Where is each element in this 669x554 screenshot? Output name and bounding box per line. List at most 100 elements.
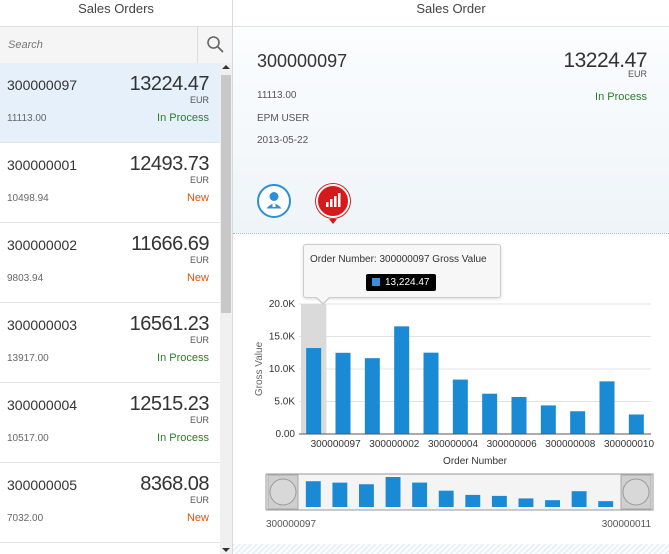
list-item[interactable]: 300000005 8368.08 EUR 7032.00 New [0, 463, 220, 543]
bar[interactable] [599, 381, 615, 434]
list-item-id: 300000003 [7, 317, 78, 333]
list-item-status: New [186, 512, 209, 524]
list-item-currency: EUR [189, 495, 209, 505]
search-input[interactable] [0, 27, 198, 63]
list-item[interactable]: 300000097 13224.47 EUR 11113.00 In Process [0, 63, 220, 143]
object-header: 300000097 13224.47 EUR In Process 11113.… [233, 27, 669, 234]
y-tick-label: 5.0K [274, 397, 295, 408]
net-amount: 11113.00 [257, 90, 297, 101]
order-amount: 13224.47 [563, 49, 647, 72]
range-selector [265, 473, 654, 511]
bar[interactable] [511, 396, 527, 434]
detail-pane: Sales Order 300000097 13224.47 EUR In Pr… [233, 0, 669, 554]
y-tick-label: 10.0K [269, 364, 295, 375]
bar[interactable] [306, 348, 322, 434]
list-scrollbar[interactable] [220, 63, 232, 554]
list-item-currency: EUR [189, 175, 209, 185]
mini-bar [598, 501, 614, 507]
list-item-status: In Process [157, 112, 209, 124]
bar-chart-icon [326, 193, 341, 207]
mini-bar [305, 481, 321, 507]
range-handle-knob [269, 478, 297, 506]
list-item-net: 10498.94 [7, 193, 49, 204]
mini-bar [359, 484, 374, 507]
bar[interactable] [482, 393, 498, 434]
master-pane: Sales Orders 30000009713224.47EUR11113.0… [0, 0, 233, 554]
list-item-amount: 16561.23 [129, 313, 210, 335]
list-item-currency: EUR [189, 255, 209, 265]
list-item[interactable]: 300000001 12493.73 EUR 10498.94 New [0, 143, 220, 223]
mini-bar [412, 482, 428, 507]
list-item-currency: EUR [189, 335, 209, 345]
list-item-id: 300000004 [7, 397, 78, 413]
scroll-down-icon[interactable] [222, 548, 230, 552]
bar[interactable] [570, 411, 586, 434]
mini-bar [491, 495, 507, 507]
mini-bar [332, 482, 348, 507]
mini-bar [545, 500, 560, 507]
list-item-id: 300000005 [7, 477, 78, 493]
tooltip-text: Order Number: 300000097 Gross Value [310, 254, 487, 265]
series-swatch [372, 278, 380, 286]
y-axis-title: Gross Value [254, 341, 265, 396]
mini-bar [571, 491, 587, 507]
customer-tab[interactable] [257, 184, 291, 218]
list-item-amount: 13224.47 [129, 73, 210, 95]
list-item-net: 7032.00 [7, 513, 44, 524]
list-item-amount: 12515.23 [129, 393, 210, 415]
mini-bar [438, 490, 454, 507]
list-item[interactable]: 300000003 16561.23 EUR 13917.00 In Process [0, 303, 220, 383]
scrollbar-thumb[interactable] [221, 75, 231, 313]
x-tick-label: 300000006 [487, 439, 537, 450]
x-tick-label: 300000097 [311, 439, 361, 450]
list-item-net: 13917.00 [7, 353, 49, 364]
sales-order-list: 300000097 13224.47 EUR 11113.00 In Process 30… [0, 63, 220, 554]
range-handle-knob [622, 478, 650, 506]
list-item-net: 9803.94 [7, 273, 44, 284]
detail-title: Sales Order [233, 0, 669, 27]
bar[interactable] [423, 352, 439, 434]
scroll-up-icon[interactable] [222, 65, 230, 69]
bar[interactable] [394, 326, 410, 434]
bar[interactable] [452, 379, 468, 434]
list-item-status: New [186, 192, 209, 204]
search-icon[interactable] [206, 35, 224, 53]
bar[interactable] [628, 414, 644, 435]
range-end-label: 300000011 [601, 519, 651, 530]
y-tick-label: 20.0K [269, 299, 295, 310]
bar[interactable] [364, 358, 380, 434]
list-item-id: 300000097 [7, 77, 78, 93]
mini-bar [518, 498, 534, 507]
bar[interactable] [540, 405, 556, 434]
search-bar [0, 27, 232, 64]
list-item-status: In Process [157, 352, 209, 364]
y-tick-label: 15.0K [269, 332, 295, 343]
list-item-id: 300000002 [7, 237, 78, 253]
list-item-amount: 8368.08 [140, 473, 209, 495]
bottom-strip [233, 544, 669, 554]
master-title: Sales Orders [0, 0, 232, 27]
list-item-net: 10517.00 [7, 433, 49, 444]
chart-tooltip: Order Number: 300000097 Gross Value 13,2… [303, 244, 501, 305]
x-tick-label: 300000008 [545, 439, 595, 450]
tooltip-value: 13,224.47 [385, 277, 430, 288]
x-tick-label: 300000010 [604, 439, 654, 450]
list-item[interactable]: 300000004 12515.23 EUR 10517.00 In Process [0, 383, 220, 463]
x-tick-label: 300000002 [369, 439, 419, 450]
order-currency: EUR [627, 69, 647, 79]
tooltip-pointer-fill [316, 296, 330, 303]
y-tick-label: 0.00 [276, 429, 296, 440]
list-item-amount: 12493.73 [129, 153, 210, 175]
user-icon [266, 192, 282, 209]
x-tick-label: 300000004 [428, 439, 478, 450]
chart-tab[interactable] [316, 184, 350, 224]
list-item[interactable]: 300000002 11666.69 EUR 9803.94 New [0, 223, 220, 303]
list-item-currency: EUR [189, 95, 209, 105]
bar[interactable] [335, 352, 351, 434]
tooltip-value-badge: 13,224.47 [366, 274, 436, 291]
gross-value-chart[interactable]: 0.00 5.0K 10.0K 15.0K 20.0K 300000097 30000000… [233, 234, 669, 544]
mini-bar [385, 477, 401, 507]
range-start-label: 300000097 [266, 519, 317, 530]
chart-area: 0.00 5.0K 10.0K 15.0K 20.0K 300000097 30000000… [233, 234, 669, 554]
x-axis-title: Order Number [443, 456, 508, 467]
